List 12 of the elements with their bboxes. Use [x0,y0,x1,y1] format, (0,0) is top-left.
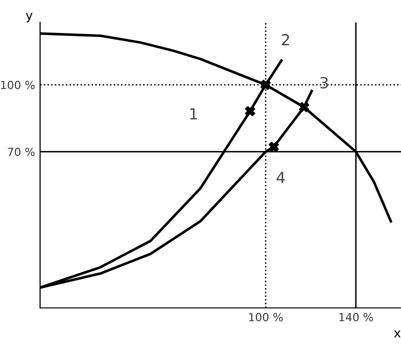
x-tick-label: 140 % [339,312,373,322]
annotation: 3 [320,76,328,89]
annotation: 2 [282,34,289,46]
x-axis-title: x [394,330,401,338]
point [268,142,279,152]
annotation: 1 [190,108,197,120]
point [298,102,310,112]
y-axis-title: y [26,12,33,22]
annotation: 4 [276,172,285,183]
point [260,80,271,90]
y-tick-label: 70 % [8,148,35,156]
point [245,106,256,116]
